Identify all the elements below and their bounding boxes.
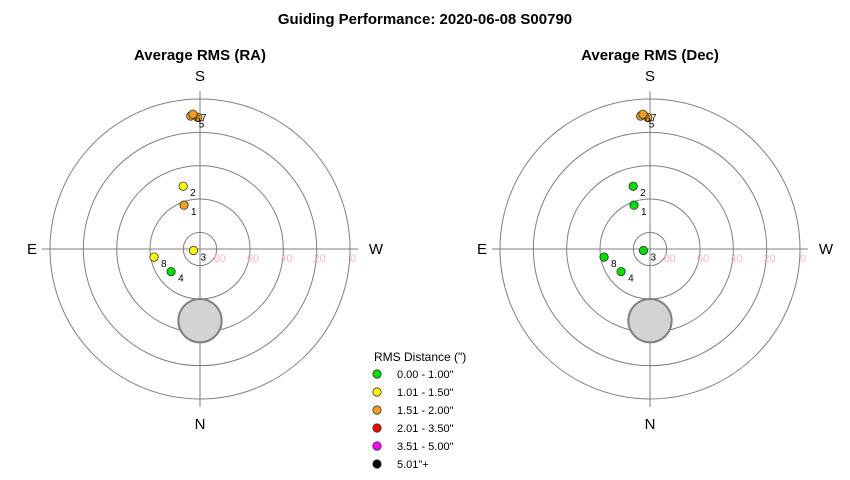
compass-north: N: [195, 416, 206, 433]
data-point-1: [629, 200, 639, 210]
point-label-1: 1: [641, 207, 647, 218]
legend-swatch: [372, 459, 382, 469]
data-point-2: [628, 181, 638, 191]
legend-swatch: [372, 405, 382, 415]
legend: RMS Distance (") 0.00 - 1.00" 1.01 - 1.50"…: [372, 350, 466, 471]
altitude-tick-label: 60: [697, 253, 709, 265]
compass-south: S: [645, 68, 655, 85]
data-point-8: [149, 252, 159, 262]
data-point-8: [599, 252, 609, 262]
compass-east: E: [27, 241, 37, 258]
altitude-tick-label: 20: [764, 253, 776, 265]
legend-swatch: [372, 387, 382, 397]
legend-label: 2.01 - 3.50": [397, 423, 454, 435]
altitude-tick-label: 40: [280, 253, 292, 265]
data-point-2: [178, 181, 188, 191]
legend-title: RMS Distance ("): [374, 350, 466, 364]
polar-plot-ra: Average RMS (RA) S N E W 80 60 40 20 0 1 2 3 4 56 7 8: [27, 47, 384, 433]
altitude-tick-label: 0: [350, 253, 356, 265]
obstruction-disc: [177, 298, 223, 344]
point-label-6: 6: [645, 114, 651, 125]
polar-plot-dec: Average RMS (Dec) S N E W 80 60 40 20 0 1 2 3 4 56 7 8: [477, 47, 834, 433]
point-label-3: 3: [201, 252, 207, 263]
point-label-6: 6: [195, 114, 201, 125]
figure-title: Guiding Performance: 2020-06-08 S00790: [278, 11, 572, 28]
legend-label: 1.51 - 2.00": [397, 405, 454, 417]
compass-east: E: [477, 241, 487, 258]
point-label-5: 5: [199, 119, 205, 130]
legend-label: 0.00 - 1.00": [397, 369, 454, 381]
plot-title: Average RMS (Dec): [581, 47, 719, 64]
legend-swatch: [372, 441, 382, 451]
point-label-8: 8: [611, 259, 617, 270]
altitude-tick-label: 80: [214, 253, 226, 265]
data-point-3: [188, 245, 199, 256]
point-label-7: 7: [201, 113, 207, 124]
point-label-5: 5: [649, 119, 655, 130]
point-label-4: 4: [628, 274, 634, 285]
point-label-4: 4: [178, 274, 184, 285]
point-label-3: 3: [651, 252, 657, 263]
compass-west: W: [369, 241, 384, 258]
compass-north: N: [645, 416, 656, 433]
data-point-1: [179, 200, 189, 210]
point-label-1: 1: [191, 207, 197, 218]
altitude-tick-label: 20: [314, 253, 326, 265]
legend-label: 1.01 - 1.50": [397, 387, 454, 399]
legend-swatch: [372, 423, 382, 433]
altitude-tick-label: 0: [800, 253, 806, 265]
compass-west: W: [819, 241, 834, 258]
legend-label: 5.01"+: [397, 459, 429, 471]
data-point-7: [638, 109, 648, 119]
obstruction-disc: [627, 298, 673, 344]
legend-label: 3.51 - 5.00": [397, 441, 454, 453]
compass-south: S: [195, 68, 205, 85]
altitude-tick-label: 60: [247, 253, 259, 265]
plot-title: Average RMS (RA): [134, 47, 266, 64]
altitude-tick-label: 80: [664, 253, 676, 265]
altitude-tick-label: 40: [730, 253, 742, 265]
point-label-2: 2: [640, 188, 646, 199]
data-point-3: [638, 245, 649, 256]
data-point-4: [616, 266, 626, 277]
point-label-2: 2: [190, 188, 196, 199]
point-label-7: 7: [651, 113, 657, 124]
legend-swatch: [372, 369, 382, 379]
data-point-7: [188, 109, 198, 119]
data-point-4: [166, 266, 176, 277]
point-label-8: 8: [161, 259, 167, 270]
